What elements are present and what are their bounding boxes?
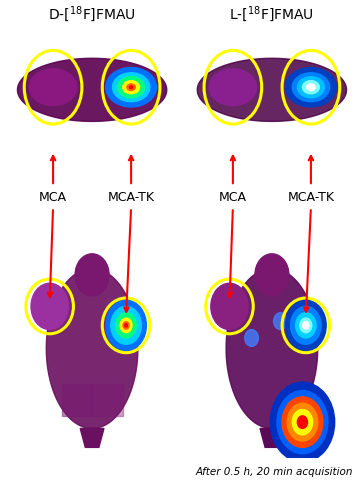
Circle shape: [285, 300, 326, 350]
Text: MCA-TK: MCA-TK: [288, 191, 335, 204]
Title: L-[$^{18}$F]FMAU: L-[$^{18}$F]FMAU: [229, 4, 314, 24]
Polygon shape: [62, 384, 92, 416]
Circle shape: [120, 318, 132, 333]
Title: D-[$^{18}$F]FMAU: D-[$^{18}$F]FMAU: [48, 4, 136, 24]
Circle shape: [123, 80, 139, 94]
Circle shape: [297, 77, 324, 98]
Circle shape: [124, 324, 127, 327]
Polygon shape: [226, 268, 318, 428]
Polygon shape: [80, 428, 104, 447]
Text: MCA: MCA: [39, 191, 67, 204]
Circle shape: [123, 321, 129, 329]
Circle shape: [287, 403, 318, 441]
Circle shape: [270, 382, 335, 462]
Circle shape: [282, 397, 323, 447]
Circle shape: [274, 313, 287, 330]
Polygon shape: [92, 384, 123, 416]
Text: MCA-TK: MCA-TK: [108, 191, 155, 204]
Circle shape: [302, 80, 319, 94]
Circle shape: [29, 69, 77, 106]
Circle shape: [106, 67, 157, 107]
Circle shape: [116, 313, 136, 338]
Text: MCA: MCA: [219, 191, 247, 204]
Circle shape: [118, 77, 145, 98]
Circle shape: [209, 69, 257, 106]
Circle shape: [292, 73, 329, 102]
Circle shape: [245, 330, 258, 347]
Circle shape: [297, 416, 308, 428]
Circle shape: [31, 283, 68, 330]
Circle shape: [106, 300, 146, 350]
Polygon shape: [17, 58, 167, 121]
Polygon shape: [46, 268, 138, 428]
Circle shape: [211, 283, 248, 330]
Circle shape: [75, 254, 109, 296]
Circle shape: [296, 313, 316, 338]
Circle shape: [111, 307, 141, 344]
Circle shape: [127, 84, 135, 91]
Polygon shape: [197, 58, 347, 121]
Circle shape: [112, 73, 150, 102]
Polygon shape: [260, 428, 284, 447]
Circle shape: [255, 254, 289, 296]
Circle shape: [277, 390, 328, 454]
Circle shape: [285, 67, 336, 107]
Circle shape: [307, 84, 315, 91]
Circle shape: [292, 410, 313, 435]
Circle shape: [300, 318, 312, 333]
Circle shape: [303, 321, 309, 329]
Text: After 0.5 h, 20 min acquisition: After 0.5 h, 20 min acquisition: [195, 467, 353, 477]
Circle shape: [130, 86, 133, 89]
Circle shape: [290, 307, 321, 344]
